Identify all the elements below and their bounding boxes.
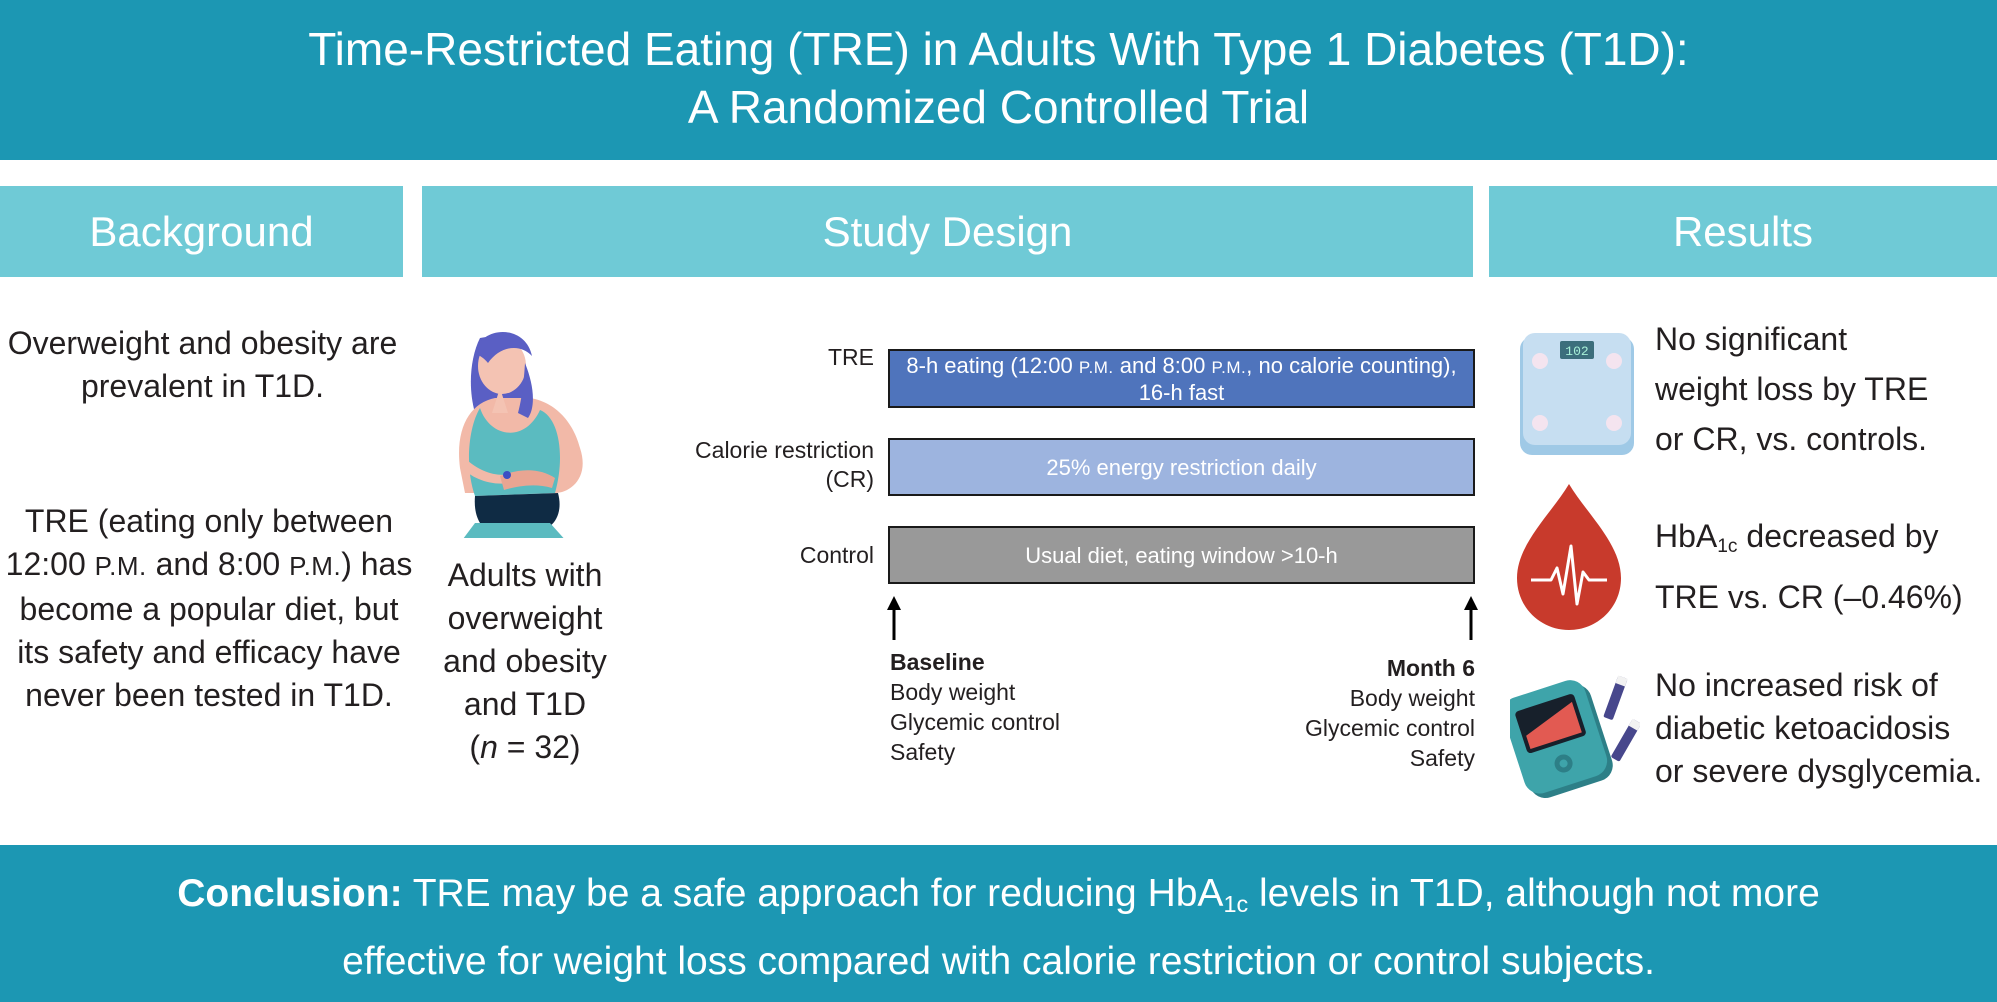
conclusion-line-1: Conclusion: TRE may be a safe approach f… (177, 872, 1820, 917)
arm-bar-control: Usual diet, eating window >10-h (888, 526, 1475, 584)
bathroom-scale-icon: 102 (1520, 333, 1634, 455)
title-line-1: Time-Restricted Eating (TRE) in Adults W… (308, 23, 1689, 75)
arm-bar-cr: 25% energy restriction daily (888, 438, 1475, 496)
baseline-item: Safety (890, 739, 956, 765)
baseline-item: Body weight (890, 679, 1016, 705)
population-line-1: Adults with (447, 557, 603, 593)
result-hba1c: HbA1c decreased by TRE vs. CR (–0.46%) (1655, 518, 1963, 615)
month6-arrow-icon (1464, 596, 1478, 640)
conclusion-banner: Conclusion: TRE may be a safe approach f… (0, 845, 1997, 1002)
woman-injecting-icon (459, 332, 583, 538)
result-weight: No significant weight loss by TRE or CR,… (1655, 321, 1929, 457)
conclusion-line-2: effective for weight loss compared with … (342, 939, 1655, 983)
study-design-header: Study Design (422, 186, 1473, 277)
glucose-meter-icon (1510, 675, 1640, 799)
baseline-arrow-icon (887, 596, 901, 640)
month6-item: Body weight (1349, 685, 1475, 711)
population-line-3: and obesity (443, 643, 607, 679)
month6-head: Month 6 (1386, 655, 1475, 681)
population-line-4: and T1D (463, 686, 587, 722)
title-banner: Time-Restricted Eating (TRE) in Adults W… (0, 0, 1997, 160)
arm-bar-tre: 8-h eating (12:00 P.M. and 8:00 P.M., no… (888, 349, 1475, 408)
arm-label-cr: Calorie restriction (CR) (695, 437, 874, 492)
population-caption: Adults with overweight and obesity and T… (415, 554, 635, 769)
baseline-block: Baseline Body weight Glycemic control Sa… (890, 647, 1060, 767)
results-header: Results (1489, 186, 1997, 277)
title-line-2: A Randomized Controlled Trial (687, 81, 1310, 133)
background-header: Background (0, 186, 403, 277)
month6-item: Safety (1409, 745, 1475, 771)
blood-drop-heartbeat-icon (1517, 484, 1621, 630)
background-text-1: Overweight and obesity are prevalent in … (7, 325, 398, 404)
population-n: (n = 32) (469, 729, 581, 765)
svg-text:102: 102 (1565, 344, 1588, 359)
result-safety: No increased risk of diabetic ketoacidos… (1655, 667, 1983, 789)
arm-label-tre: TRE (828, 344, 874, 370)
baseline-item: Glycemic control (890, 709, 1060, 735)
population-line-2: overweight (447, 600, 603, 636)
month6-item: Glycemic control (1305, 715, 1475, 741)
arm-label-control: Control (799, 542, 874, 568)
baseline-head: Baseline (890, 649, 985, 675)
month6-block: Month 6 Body weight Glycemic control Saf… (1305, 653, 1475, 773)
background-text-2: TRE (eating only between 12:00 P.M. and … (5, 503, 413, 713)
